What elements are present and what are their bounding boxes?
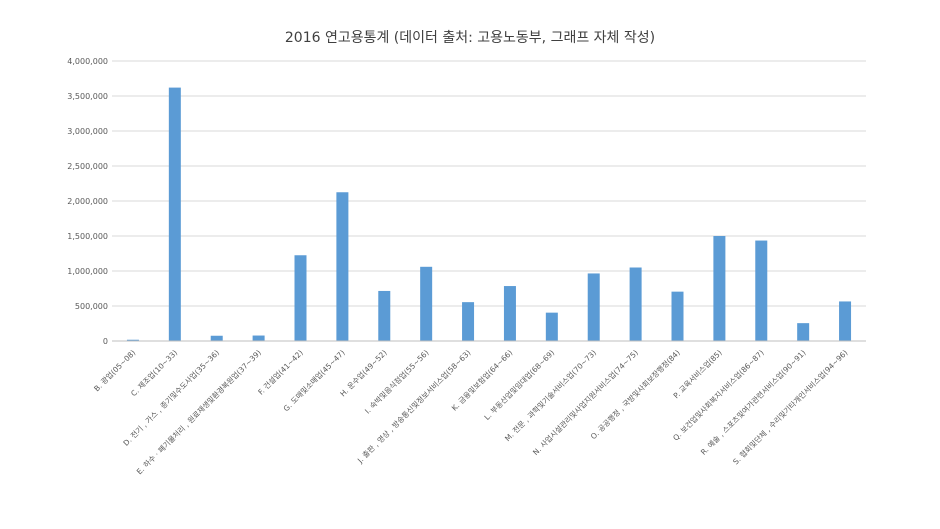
bar: [545, 312, 558, 341]
y-tick-label: 3,000,000: [67, 127, 108, 136]
x-tick-label: F. 건설업(41~42): [256, 347, 305, 396]
bar: [839, 301, 852, 341]
gridlines: [112, 60, 866, 307]
y-tick-label: 2,000,000: [67, 197, 108, 206]
x-tick-label: M. 전문 , 과학및기술서비스업(70~73): [502, 347, 598, 443]
bar: [420, 266, 433, 341]
x-tick-label: O. 공공행정 , 국방및사회보장행정(84): [588, 347, 682, 441]
bar: [462, 302, 475, 341]
bar: [252, 335, 265, 341]
y-tick-label: 3,500,000: [67, 92, 108, 101]
bar: [336, 192, 349, 341]
bar: [378, 290, 391, 341]
bar: [126, 339, 139, 341]
y-tick-label: 0: [103, 337, 108, 346]
x-tick-label: L. 부동산업및임대업(68~69): [482, 347, 557, 422]
chart-title: 2016 연고용통계 (데이터 출처: 고용노동부, 그래프 자체 작성): [285, 30, 655, 46]
bar: [587, 273, 600, 341]
x-tick-label: B. 광업(05~08): [91, 347, 137, 393]
bar: [755, 240, 768, 341]
y-tick-label: 4,000,000: [67, 57, 108, 66]
bar: [168, 87, 181, 341]
bar: [294, 255, 307, 341]
y-tick-label: 1,500,000: [67, 232, 108, 241]
bar: [713, 236, 726, 341]
bar: [210, 335, 223, 341]
y-axis-ticks: 0 500,000 1,000,000 1,500,000 2,000,000 2,500…: [67, 57, 108, 346]
bar: [671, 291, 684, 341]
bar: [797, 323, 810, 341]
bar: [629, 267, 642, 341]
bar: [503, 286, 516, 341]
x-tick-label: Q. 보건업및사회복지서비스업(86~87): [670, 347, 765, 442]
y-tick-label: 2,500,000: [67, 162, 108, 171]
x-axis-ticks: B. 광업(05~08)C. 제조업(10~33)D. 전기 , 가스 , 증기…: [91, 347, 849, 476]
y-tick-label: 500,000: [75, 302, 108, 311]
y-tick-label: 1,000,000: [67, 267, 108, 276]
bars: [126, 87, 852, 341]
